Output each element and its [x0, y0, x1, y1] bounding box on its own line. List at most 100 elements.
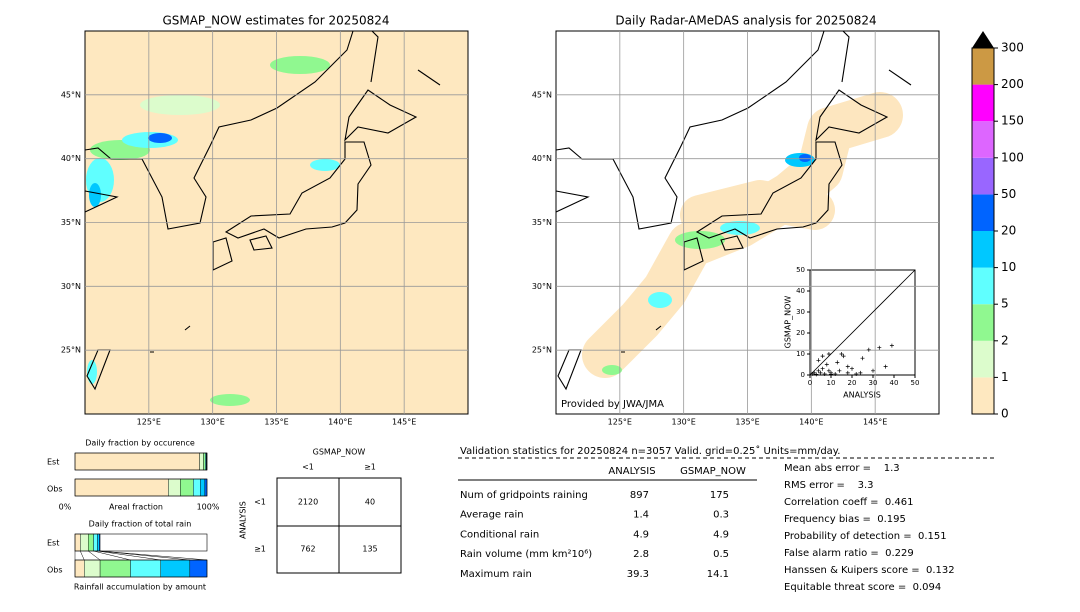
bar-segment [80, 533, 89, 552]
row-label: Obs [47, 485, 63, 494]
y-tick-label: 25°N [61, 346, 81, 355]
connector [80, 550, 85, 561]
bar-segment [189, 559, 208, 578]
point [826, 368, 831, 373]
point [833, 371, 838, 376]
bar-segment [87, 533, 94, 552]
point [889, 343, 894, 348]
colorbar-segment [972, 231, 994, 268]
cell: 14.1 [707, 569, 729, 580]
bar-segment [199, 452, 204, 471]
y-tick-label: 0 [801, 371, 805, 379]
point [816, 368, 821, 373]
bar-segment [203, 452, 206, 471]
point [818, 370, 823, 375]
colorbar-label: 10 [1001, 260, 1016, 274]
credit: Provided by JWA/JMA [561, 399, 664, 410]
table-cell: 2120 [298, 498, 318, 507]
point [820, 354, 825, 359]
point [824, 362, 829, 367]
colorbar-segment [972, 304, 994, 341]
rain-patches [602, 153, 815, 375]
column-header: ANALYSIS [608, 466, 655, 477]
bar-segment [93, 533, 98, 552]
row-label: Rain volume (mm km²10⁶) [460, 549, 592, 560]
colorbar-label: 20 [1001, 224, 1016, 238]
point [837, 368, 842, 373]
table-cell: 762 [300, 545, 315, 554]
bar-frame [74, 478, 208, 497]
bar-segment [74, 533, 81, 552]
cell: 39.3 [627, 569, 649, 580]
point [814, 372, 819, 377]
point [854, 371, 859, 376]
connector [88, 550, 101, 561]
colorbar-label: 300 [1001, 41, 1024, 55]
validation-header: Validation statistics for 20250824 n=305… [460, 445, 840, 457]
x-tick-label: 145°E [863, 418, 887, 427]
row-label: Est [47, 458, 59, 467]
y-tick-label: 20 [796, 329, 805, 337]
cell: 4.9 [633, 529, 649, 540]
point [845, 370, 850, 375]
score: Correlation coeff = 0.461 [784, 497, 914, 508]
point [816, 358, 821, 363]
cell: 0.5 [713, 549, 729, 560]
y-tick-label: 35°N [532, 218, 552, 227]
point [858, 370, 863, 375]
colorbar-extend [972, 31, 994, 48]
table-cell: 135 [362, 545, 377, 554]
bar-segment [84, 559, 101, 578]
axis-label: Rainfall accumulation by amount [74, 583, 206, 592]
y-tick-label: 10 [796, 350, 805, 358]
y-tick-label: 40°N [61, 154, 81, 163]
point [822, 371, 827, 376]
row-label: Est [47, 539, 59, 548]
colorbar-segment [972, 377, 994, 414]
point [820, 366, 825, 371]
y-tick-label: 40°N [532, 154, 552, 163]
row-label: Maximum rain [460, 569, 532, 580]
row-label: <1 [254, 498, 266, 507]
col-label: ≥1 [364, 463, 376, 472]
score: Equitable threat score = 0.094 [784, 582, 941, 593]
x-tick-label: 40 [890, 379, 899, 387]
x-tick-label: 140°E [799, 418, 823, 427]
colorbar-segment [972, 340, 994, 378]
colorbar-label: 2 [1001, 333, 1009, 347]
x-tick-label: 145°E [392, 418, 416, 427]
cell: 1.4 [633, 510, 649, 521]
x-tick-label: 20 [848, 379, 857, 387]
y-tick-label: 40 [796, 287, 805, 295]
colorbar-label: 5 [1001, 297, 1009, 311]
axis-label: Areal fraction [109, 503, 163, 512]
score: Hanssen & Kuipers score = 0.132 [784, 565, 955, 576]
y-tick-label: 30 [796, 308, 805, 316]
score: False alarm ratio = 0.229 [784, 548, 914, 559]
connector [97, 550, 161, 561]
bar-segment [204, 478, 208, 497]
point [826, 352, 831, 356]
x-tick-label: 130°E [672, 418, 696, 427]
y-tick-label: 45°N [532, 90, 552, 99]
score: Frequency bias = 0.195 [784, 514, 906, 525]
point [841, 354, 846, 359]
y-tick-label: 35°N [61, 218, 81, 227]
score: Mean abs error = 1.3 [784, 463, 900, 474]
cell: 175 [710, 490, 729, 501]
y-tick-label: 50 [796, 266, 805, 274]
bar-segment [200, 478, 206, 497]
colorbar-segment [972, 157, 994, 195]
x-tick-label: 50 [911, 379, 920, 387]
bar-segment [97, 533, 100, 552]
x-tick-label: 125°E [608, 418, 632, 427]
x-tick-label: 10 [827, 379, 836, 387]
point [860, 356, 865, 361]
bar-segment [180, 478, 194, 497]
point [835, 360, 840, 365]
connector [99, 550, 190, 561]
row-title: ANALYSIS [239, 501, 248, 539]
x-tick-label: 0 [808, 379, 812, 387]
cell: 897 [630, 490, 649, 501]
cell: 0.3 [713, 510, 729, 521]
